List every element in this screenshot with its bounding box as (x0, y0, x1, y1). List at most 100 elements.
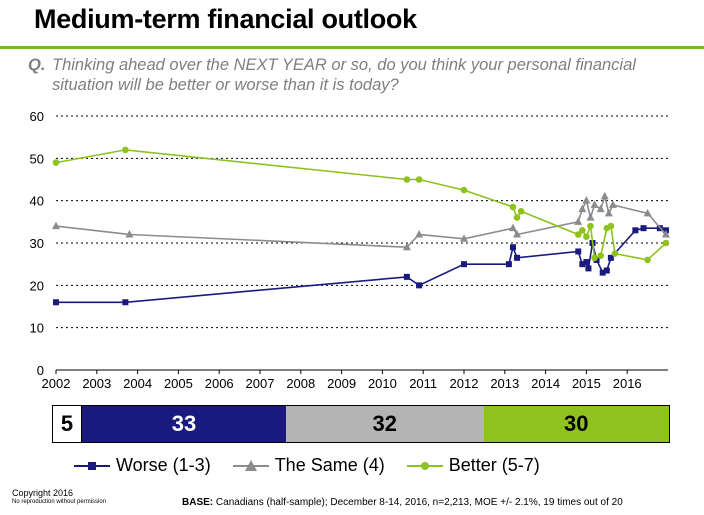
x-tick-label: 2008 (286, 376, 315, 391)
segment-same: 32 (285, 406, 484, 442)
data-point (661, 230, 670, 238)
data-point (508, 223, 517, 232)
x-tick-label: 2013 (490, 376, 519, 391)
data-point (591, 254, 598, 262)
y-tick-label: 30 (30, 236, 44, 251)
data-point (53, 299, 59, 306)
data-point (643, 208, 652, 217)
data-point (509, 244, 516, 251)
data-point (599, 269, 606, 276)
y-tick-label: 20 (30, 278, 44, 293)
data-point (662, 239, 670, 247)
y-tick-label: 0 (37, 363, 44, 378)
data-point (513, 230, 522, 238)
data-point (517, 207, 525, 215)
x-tick-label: 2003 (82, 376, 111, 391)
data-point (122, 146, 129, 154)
circle-marker-icon (406, 461, 443, 470)
legend-item-better: Better (5-7) (405, 455, 540, 476)
y-tick-label: 50 (30, 151, 44, 166)
data-point (579, 261, 586, 268)
chart-axes: 0 10 20 30 40 50 60 2002 2003 2004 2005 2006 2007 200… (30, 109, 668, 391)
data-point (608, 200, 617, 208)
base-text: Canadians (half-sample); December 8-14, … (215, 497, 623, 508)
data-point (403, 273, 410, 280)
x-tick-label: 2007 (246, 376, 275, 391)
data-point (509, 203, 517, 211)
copyright-subtext: No reproduction without permission (12, 499, 107, 505)
line-chart: 0 10 20 30 40 50 60 2002 2003 2004 2005 2006 2007 200… (30, 109, 670, 391)
legend-item-worse: Worse (1-3) (72, 455, 211, 476)
data-point (574, 231, 582, 238)
data-point (583, 233, 590, 240)
data-point (578, 204, 587, 213)
data-point (415, 230, 424, 238)
x-tick-label: 2006 (205, 376, 234, 391)
data-point (575, 248, 582, 255)
x-tick-label: 2014 (531, 376, 560, 391)
y-tick-label: 40 (30, 194, 44, 209)
legend-label-worse: Worse (1-3) (116, 455, 211, 475)
data-point (125, 230, 134, 238)
data-point (597, 252, 604, 259)
data-point (600, 191, 609, 200)
data-point (402, 242, 411, 251)
chart-legend: Worse (1-3) The Same (4) Better (5-7) (72, 455, 560, 476)
x-tick-label: 2010 (368, 376, 397, 391)
data-point (52, 221, 60, 230)
chart-series (52, 146, 670, 306)
copyright-notice: Copyright 2016 No reproduction without p… (12, 489, 106, 506)
data-point (632, 227, 639, 234)
data-point (596, 204, 605, 213)
data-point (403, 176, 411, 183)
x-tick-label: 2004 (123, 376, 152, 391)
square-marker-icon (74, 461, 110, 470)
data-point (585, 265, 592, 272)
data-point (461, 261, 467, 268)
data-point (460, 234, 468, 242)
triangle-marker-icon (232, 459, 269, 471)
segment-worse: 33 (82, 406, 286, 442)
data-point (514, 254, 521, 261)
data-point (587, 222, 594, 230)
data-point (513, 214, 521, 221)
copyright-text: Copyright 2016 (12, 488, 74, 498)
data-point (415, 176, 423, 183)
data-point (611, 250, 619, 257)
question-text: Thinking ahead over the NEXT YEAR or so,… (52, 56, 636, 94)
data-point (607, 222, 615, 230)
data-point (607, 254, 614, 261)
data-point (582, 196, 591, 204)
data-point (586, 213, 595, 221)
base-label: BASE: (182, 497, 214, 508)
series-line-0 (56, 227, 667, 304)
page-title: Medium-term financial outlook (34, 4, 417, 34)
data-point (579, 227, 586, 234)
series-line-1 (55, 193, 667, 249)
y-tick-label: 10 (30, 321, 44, 336)
survey-question: Q. Thinking ahead over the NEXT YEAR or … (28, 55, 688, 94)
chart-grid (56, 115, 668, 329)
x-tick-label: 2016 (613, 376, 642, 391)
data-point (604, 208, 613, 217)
segment-dont-know: 5 (53, 406, 82, 442)
stacked-result-bar: 5 33 32 30 (52, 405, 670, 443)
data-point (122, 299, 129, 306)
data-point (52, 159, 60, 166)
data-point (460, 186, 468, 194)
base-note: BASE: Canadians (half-sample); December … (182, 497, 623, 508)
data-point (640, 225, 647, 232)
question-prefix: Q. (28, 56, 46, 74)
data-point (644, 256, 651, 264)
x-tick-label: 2005 (164, 376, 193, 391)
data-point (590, 200, 599, 208)
segment-better: 30 (483, 406, 669, 442)
x-tick-label: 2011 (409, 376, 437, 391)
x-tick-label: 2002 (42, 376, 71, 391)
title-underline (0, 46, 704, 49)
legend-label-better: Better (5-7) (448, 455, 540, 475)
legend-label-same: The Same (4) (274, 455, 385, 475)
data-point (583, 259, 590, 266)
x-tick-label: 2009 (327, 376, 356, 391)
data-point (603, 267, 610, 274)
